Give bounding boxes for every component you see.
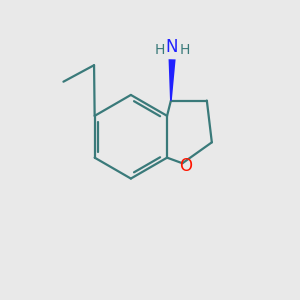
Text: H: H: [154, 43, 165, 57]
Text: N: N: [166, 38, 178, 56]
Text: O: O: [179, 157, 192, 175]
Text: H: H: [179, 43, 190, 57]
Polygon shape: [169, 59, 176, 100]
